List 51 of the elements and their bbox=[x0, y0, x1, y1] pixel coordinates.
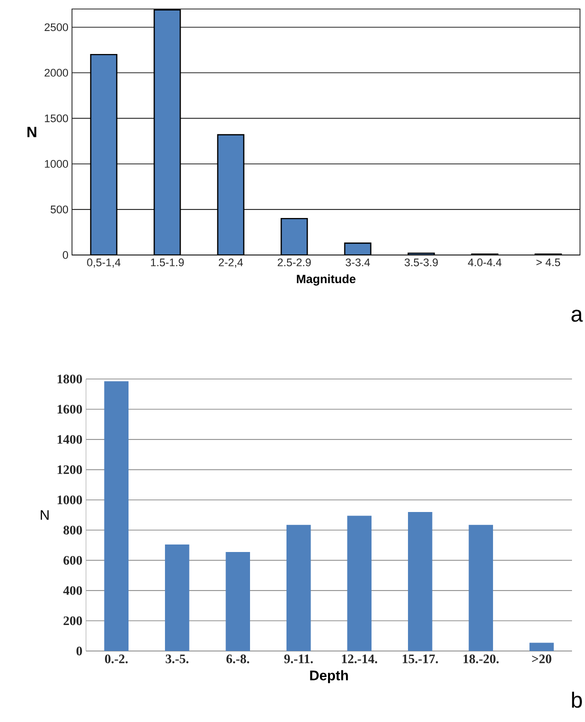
text: a bbox=[572, 310, 583, 322]
y-tick-label: 800 bbox=[63, 526, 82, 534]
x-tick-label: 12.-14. bbox=[342, 654, 378, 664]
x-tick-label: >20 bbox=[532, 654, 552, 664]
bar bbox=[280, 218, 308, 255]
y-tick-label: 1400 bbox=[58, 435, 82, 444]
bar bbox=[529, 642, 554, 651]
bar bbox=[154, 9, 181, 255]
bar bbox=[408, 512, 432, 651]
x-tick-label: 3.-5. bbox=[166, 654, 188, 664]
y-tick-label: 0 bbox=[62, 251, 68, 259]
x-tick-label: 0,5-1,4 bbox=[87, 258, 120, 268]
x-tick-label: 15.-17. bbox=[402, 654, 438, 664]
y-tick-label: 2500 bbox=[44, 23, 68, 32]
x-tick-label: 2-2,4 bbox=[218, 258, 243, 268]
y-tick-label: 1600 bbox=[58, 404, 82, 414]
bar bbox=[344, 242, 372, 255]
y-tick-label: 1500 bbox=[44, 114, 68, 122]
bar bbox=[286, 524, 311, 651]
bar bbox=[90, 54, 118, 255]
x-tick-label: 0.-2. bbox=[105, 654, 128, 664]
y-axis-title: N bbox=[27, 126, 36, 138]
x-tick-label: 1.5-1.9 bbox=[151, 258, 184, 266]
y-tick-label: 200 bbox=[64, 616, 82, 626]
bar bbox=[347, 516, 372, 651]
y-tick-label: 1800 bbox=[58, 374, 82, 384]
x-tick-label: 9.-11. bbox=[284, 654, 313, 664]
x-tick-label: 3.5-3.9 bbox=[404, 258, 438, 266]
y-tick-label: 0 bbox=[76, 646, 82, 656]
x-tick-label: 4.0-4.4 bbox=[468, 258, 502, 266]
x-axis-title: Magnitude bbox=[296, 274, 356, 286]
x-tick-label: > 4.5 bbox=[536, 258, 560, 266]
y-axis-title: N bbox=[40, 510, 49, 520]
x-tick-label: 18.-20. bbox=[464, 654, 499, 664]
x-tick-label: 3-3.4 bbox=[346, 258, 370, 266]
x-tick-label: 6.-8. bbox=[226, 654, 250, 664]
y-tick-label: 400 bbox=[63, 586, 82, 595]
y-tick-label: 1200 bbox=[58, 465, 82, 474]
x-tick-label: 2.5-2.9 bbox=[278, 258, 311, 266]
bar bbox=[217, 134, 244, 255]
bar bbox=[468, 524, 494, 651]
bar bbox=[226, 552, 250, 651]
bar bbox=[104, 381, 129, 651]
x-axis-title: Depth bbox=[310, 670, 348, 684]
y-tick-label: 500 bbox=[50, 206, 68, 214]
y-tick-label: 600 bbox=[63, 556, 82, 565]
y-tick-label: 1000 bbox=[44, 160, 68, 168]
bar bbox=[164, 544, 190, 651]
text: b bbox=[572, 692, 582, 708]
y-tick-label: 1000 bbox=[58, 496, 82, 504]
y-tick-label: 2000 bbox=[44, 68, 68, 77]
